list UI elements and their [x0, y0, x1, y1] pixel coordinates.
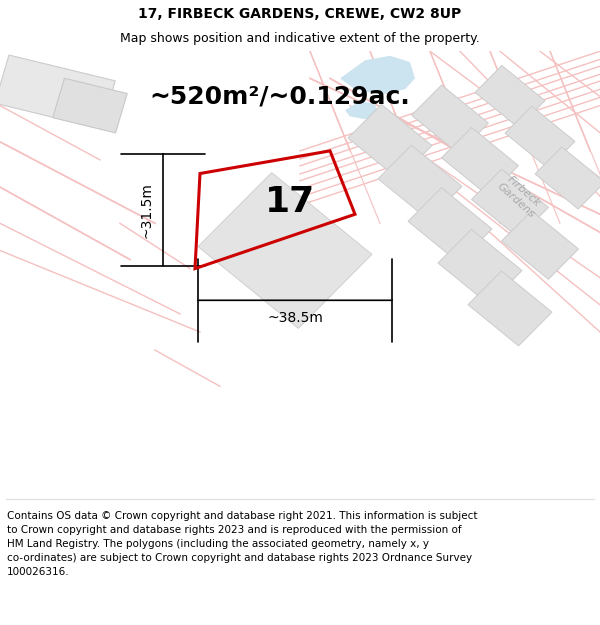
Text: 17, FIRBECK GARDENS, CREWE, CW2 8UP: 17, FIRBECK GARDENS, CREWE, CW2 8UP: [139, 8, 461, 21]
Text: ~38.5m: ~38.5m: [267, 311, 323, 326]
Polygon shape: [340, 56, 415, 95]
Polygon shape: [472, 169, 548, 238]
Polygon shape: [0, 55, 115, 129]
Polygon shape: [468, 271, 552, 346]
Polygon shape: [348, 104, 432, 179]
Polygon shape: [442, 127, 518, 196]
Polygon shape: [345, 101, 378, 119]
Polygon shape: [53, 78, 127, 133]
Polygon shape: [412, 85, 488, 153]
Polygon shape: [535, 147, 600, 209]
Polygon shape: [378, 145, 462, 220]
Text: ~31.5m: ~31.5m: [140, 182, 154, 238]
Polygon shape: [475, 66, 545, 128]
Text: Contains OS data © Crown copyright and database right 2021. This information is : Contains OS data © Crown copyright and d…: [7, 511, 478, 577]
Text: ~520m²/~0.129ac.: ~520m²/~0.129ac.: [149, 84, 410, 109]
Polygon shape: [408, 188, 492, 262]
Polygon shape: [198, 173, 372, 328]
Text: Firbeck
Gardens: Firbeck Gardens: [496, 173, 545, 220]
Text: Map shows position and indicative extent of the property.: Map shows position and indicative extent…: [120, 32, 480, 45]
Text: 17: 17: [265, 185, 315, 219]
Polygon shape: [438, 229, 522, 304]
Polygon shape: [502, 211, 578, 279]
Polygon shape: [505, 106, 575, 168]
